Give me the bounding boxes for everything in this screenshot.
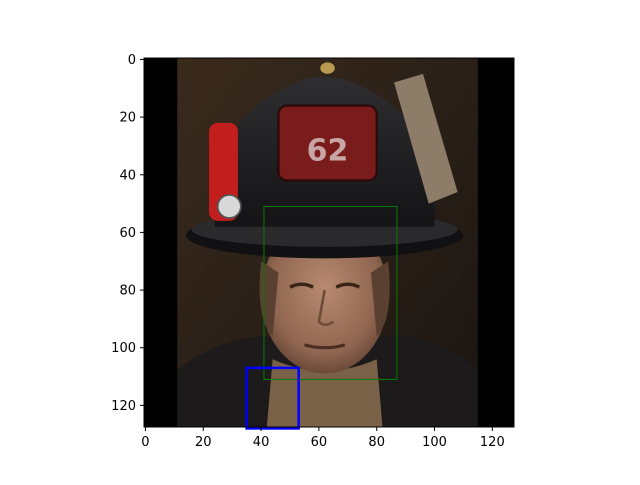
x-tick-label: 80 (368, 435, 385, 450)
y-tick-label: 80 (119, 284, 136, 299)
x-tick-label: 60 (311, 435, 328, 450)
x-tick-label: 20 (195, 435, 212, 450)
x-tick-label: 100 (422, 435, 447, 450)
annotation-layer (245, 205, 398, 430)
axes-frame (143, 57, 515, 428)
helmet-badge-text: 62 (307, 133, 349, 168)
x-axis: 0 20 40 60 80 100 120 (141, 427, 505, 450)
mouth (303, 343, 346, 350)
x-tick-label: 40 (253, 435, 270, 450)
y-axis: 0 20 40 60 80 100 120 (111, 53, 144, 414)
y-tick-label: 0 (128, 53, 136, 68)
y-tick-label: 60 (119, 226, 136, 241)
neck-shape (266, 359, 383, 427)
y-tick-label: 20 (119, 111, 136, 126)
face-box (263, 205, 398, 380)
right-eye (335, 282, 361, 289)
y-tick-label: 100 (111, 341, 136, 356)
helmet-badge (277, 104, 378, 182)
x-tick-label: 120 (480, 435, 505, 450)
left-eye (289, 282, 314, 289)
helmet-tag (394, 73, 458, 204)
nose (317, 289, 335, 326)
x-tick-label: 0 (141, 435, 149, 450)
helmet-knob (320, 62, 335, 74)
y-tick-label: 40 (119, 168, 136, 183)
hair-right (370, 261, 390, 337)
photo-image (144, 58, 514, 427)
flashlight-lens (216, 194, 242, 219)
y-tick-label: 120 (111, 399, 136, 414)
region-box (245, 366, 300, 430)
